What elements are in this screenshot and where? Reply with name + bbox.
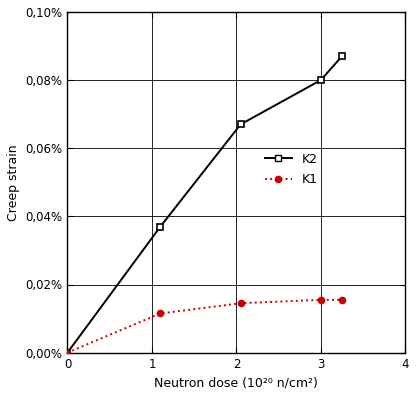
X-axis label: Neutron dose (10²⁰ n/cm²): Neutron dose (10²⁰ n/cm²) [154, 376, 318, 389]
Legend: K2, K1: K2, K1 [260, 148, 323, 191]
Y-axis label: Creep strain: Creep strain [7, 144, 20, 221]
